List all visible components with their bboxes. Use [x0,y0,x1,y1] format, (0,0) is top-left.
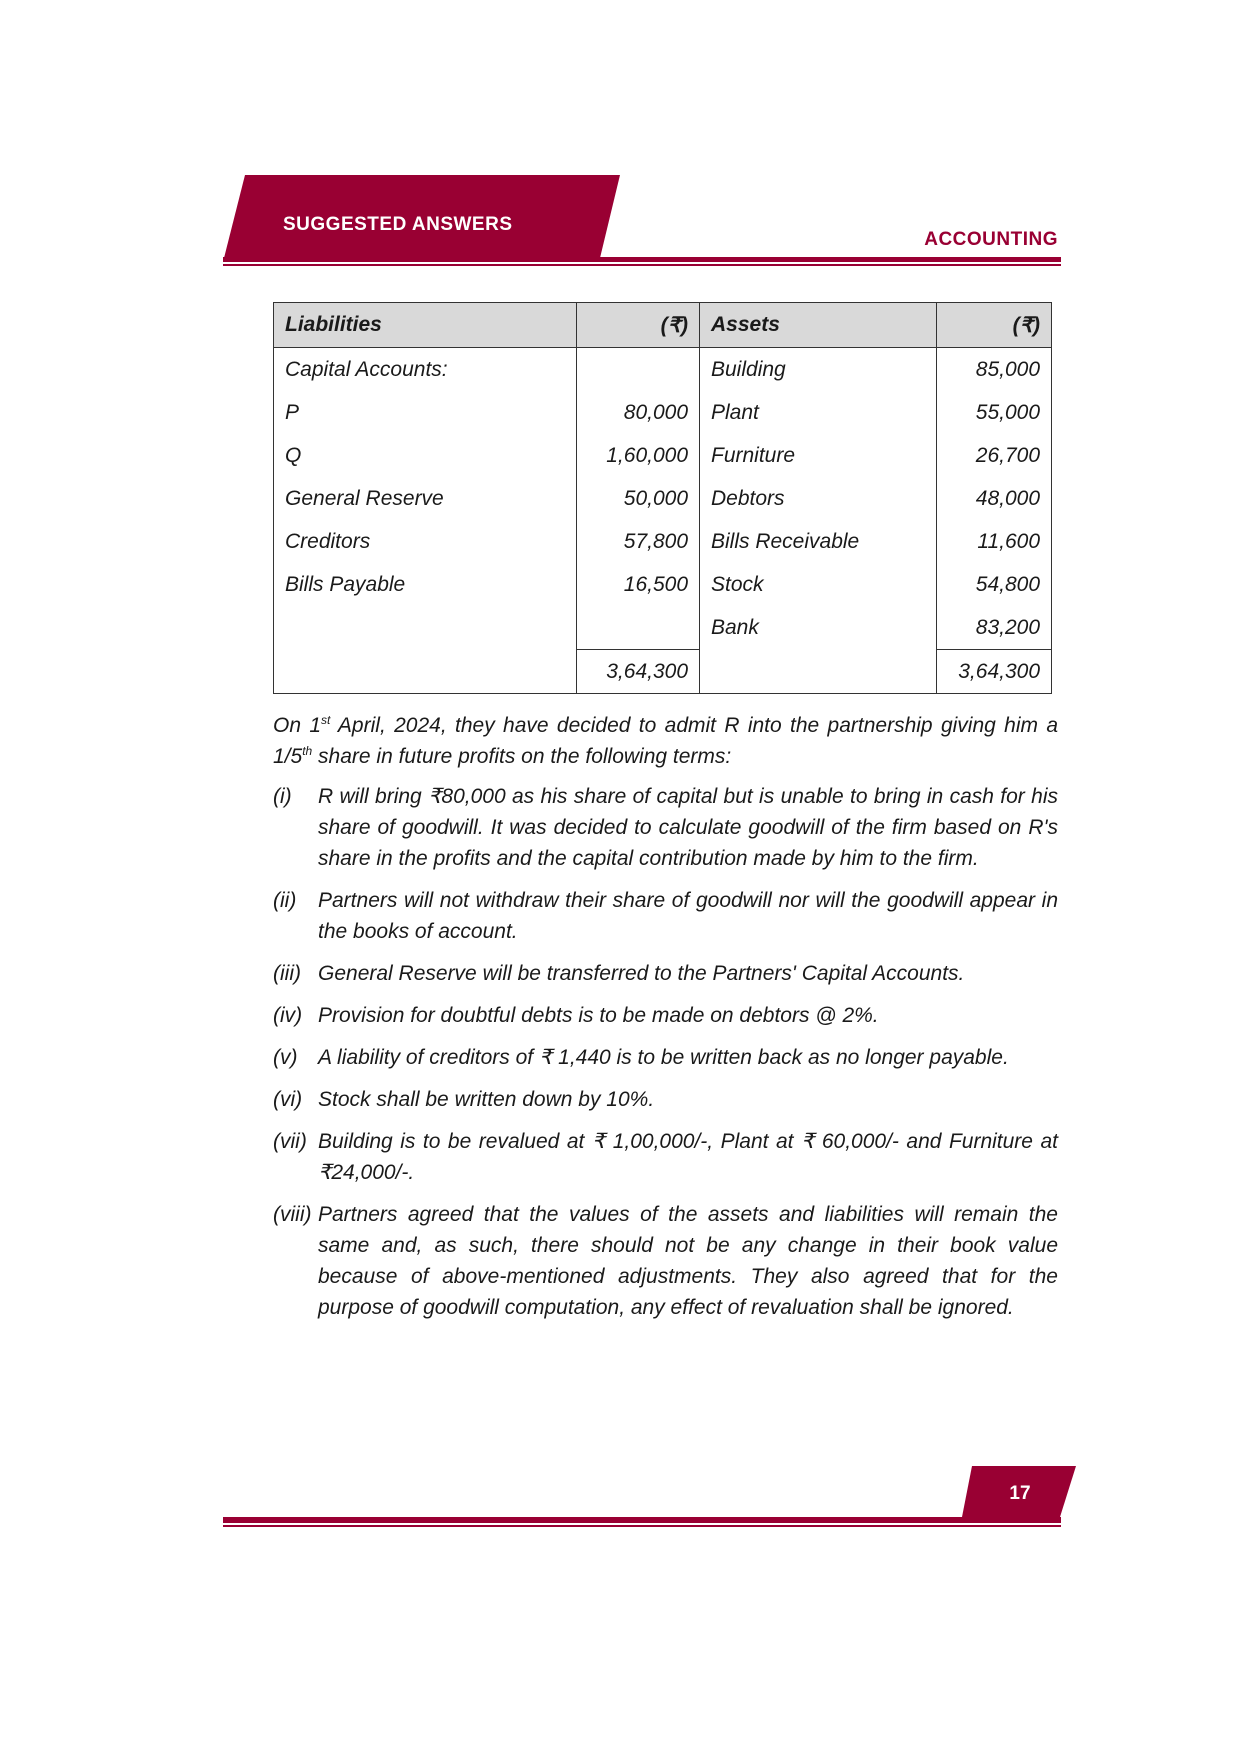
term-marker: (viii) [273,1203,312,1226]
item-cell: Bank [699,606,937,650]
empty-cell [273,649,577,694]
total-cell: 3,64,300 [576,649,700,694]
item-cell: Capital Accounts: [273,347,577,391]
term-item: (v) A liability of creditors of ₹ 1,440 i… [273,1042,1058,1073]
term-text: R will bring ₹80,000 as his share of cap… [318,785,1058,870]
term-marker: (iii) [273,962,301,985]
term-text: Partners agreed that the values of the a… [318,1203,1058,1319]
item-cell: Debtors [699,477,937,520]
item-cell: Bills Receivable [699,520,937,563]
superscript: st [321,713,331,727]
balance-sheet-table: Liabilities (₹) Assets (₹) Capital Accou… [273,302,1052,694]
term-marker: (ii) [273,889,297,912]
item-cell: P [273,391,577,434]
term-item: (iv) Provision for doubtful debts is to b… [273,1000,1058,1031]
amount-cell [576,347,700,391]
amount-cell: 1,60,000 [576,434,700,477]
table-row: Q 1,60,000 Furniture 26,700 [273,434,1052,477]
page-number-box [962,1466,1076,1517]
amount-cell: 48,000 [936,477,1052,520]
total-cell: 3,64,300 [936,649,1052,694]
amount-cell [576,606,700,650]
header-banner [223,175,620,262]
term-item: (ii) Partners will not withdraw their sha… [273,885,1058,947]
term-item: (viii) Partners agreed that the values of… [273,1199,1058,1323]
amount-cell: 83,200 [936,606,1052,650]
amount-cell: 26,700 [936,434,1052,477]
term-marker: (i) [273,785,292,808]
term-text: A liability of creditors of ₹ 1,440 is t… [318,1046,1009,1069]
item-cell: Building [699,347,937,391]
term-text: Building is to be revalued at ₹ 1,00,000… [318,1130,1058,1184]
amount-cell: 55,000 [936,391,1052,434]
table-row: Capital Accounts: Building 85,000 [273,347,1052,391]
table-row: Bills Payable 16,500 Stock 54,800 [273,563,1052,606]
table-row: Creditors 57,800 Bills Receivable 11,600 [273,520,1052,563]
header-rule-thin [223,264,1061,266]
term-text: Provision for doubtful debts is to be ma… [318,1004,879,1027]
superscript: th [302,744,313,758]
terms-list: (i) R will bring ₹80,000 as his share of … [273,781,1058,1323]
subject-title: ACCOUNTING [924,229,1058,250]
amount-cell: 11,600 [936,520,1052,563]
amount-cell: 57,800 [576,520,700,563]
term-item: (i) R will bring ₹80,000 as his share of … [273,781,1058,874]
intro-text: April, 2024, they have decided to admit … [273,714,1058,768]
table-header-row: Liabilities (₹) Assets (₹) [273,302,1052,348]
item-cell [273,606,577,650]
col-header-amount: (₹) [576,302,700,348]
table-row: Bank 83,200 [273,606,1052,650]
term-marker: (iv) [273,1004,303,1027]
amount-cell: 50,000 [576,477,700,520]
term-text: Partners will not withdraw their share o… [318,889,1058,943]
intro-text: share in future profits on the following… [312,745,732,768]
table-row: P 80,000 Plant 55,000 [273,391,1052,434]
item-cell: Stock [699,563,937,606]
footer-rule-thin [223,1525,1061,1527]
item-cell: Furniture [699,434,937,477]
page-number: 17 [1009,1483,1031,1504]
question-text: On 1st April, 2024, they have decided to… [273,710,1058,1334]
intro-paragraph: On 1st April, 2024, they have decided to… [273,710,1058,772]
col-header-assets: Assets [699,302,937,348]
section-title: SUGGESTED ANSWERS [283,214,513,235]
term-item: (iii) General Reserve will be transferred… [273,958,1058,989]
term-marker: (vii) [273,1130,307,1153]
item-cell: Q [273,434,577,477]
footer-rule [223,1517,1061,1523]
term-item: (vi) Stock shall be written down by 10%. [273,1084,1058,1115]
amount-cell: 54,800 [936,563,1052,606]
term-text: Stock shall be written down by 10%. [318,1088,655,1111]
item-cell: Bills Payable [273,563,577,606]
header-rule [223,257,1061,262]
table-row: General Reserve 50,000 Debtors 48,000 [273,477,1052,520]
amount-cell: 16,500 [576,563,700,606]
col-header-liabilities: Liabilities [273,302,577,348]
item-cell: Plant [699,391,937,434]
term-marker: (v) [273,1046,298,1069]
amount-cell: 85,000 [936,347,1052,391]
item-cell: Creditors [273,520,577,563]
term-item: (vii) Building is to be revalued at ₹ 1,0… [273,1126,1058,1188]
totals-row: 3,64,300 3,64,300 [273,649,1052,694]
intro-text: On 1 [273,714,322,737]
amount-cell: 80,000 [576,391,700,434]
empty-cell [699,649,937,694]
item-cell: General Reserve [273,477,577,520]
term-marker: (vi) [273,1088,303,1111]
col-header-amount: (₹) [936,302,1052,348]
term-text: General Reserve will be transferred to t… [318,962,965,985]
